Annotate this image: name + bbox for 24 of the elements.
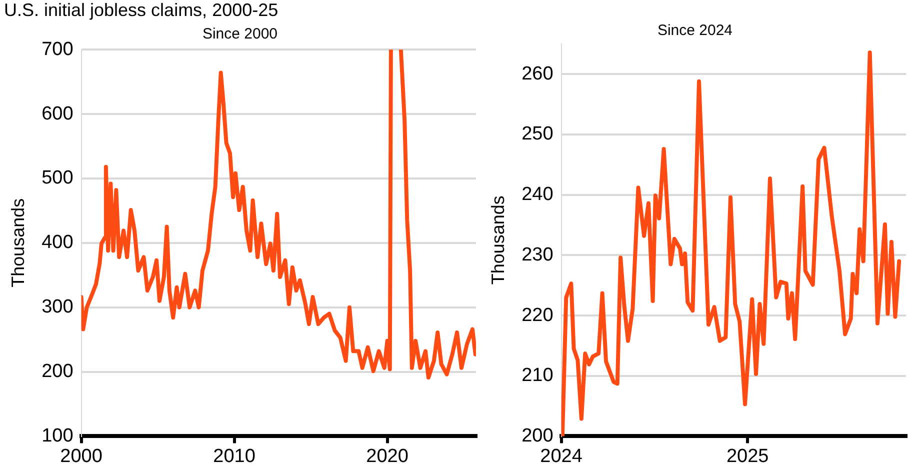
y-axis-title: Thousands <box>488 196 508 285</box>
y-tick-label: 260 <box>522 63 554 84</box>
y-tick-label: 600 <box>42 103 74 124</box>
chart-subtitle: Since 2000 <box>202 26 278 43</box>
y-tick-label: 200 <box>522 425 554 446</box>
y-tick-label: 240 <box>522 184 554 206</box>
y-tick-label: 200 <box>42 361 74 382</box>
y-tick-label: 250 <box>522 124 554 145</box>
x-tick-label: 2025 <box>726 446 769 467</box>
y-tick-label: 400 <box>42 232 74 254</box>
y-tick-label: 230 <box>522 244 554 266</box>
y-tick-label: 220 <box>522 304 554 326</box>
x-tick-label: 2010 <box>213 446 256 467</box>
x-tick-label: 2024 <box>540 446 583 467</box>
y-tick-label: 300 <box>42 296 74 318</box>
y-tick-label: 100 <box>42 425 74 446</box>
chart-title: Since 2024 <box>657 22 733 40</box>
x-tick-label: 2000 <box>60 446 102 467</box>
y-axis-title: Thousands <box>8 198 28 288</box>
y-tick-label: 210 <box>522 365 554 386</box>
y-tick-label: 500 <box>42 168 74 189</box>
y-tick-label: 700 <box>42 38 74 60</box>
x-tick-label: 2020 <box>366 446 408 467</box>
chart-title: U.S. initial jobless claims, 2000-25 <box>4 0 278 20</box>
